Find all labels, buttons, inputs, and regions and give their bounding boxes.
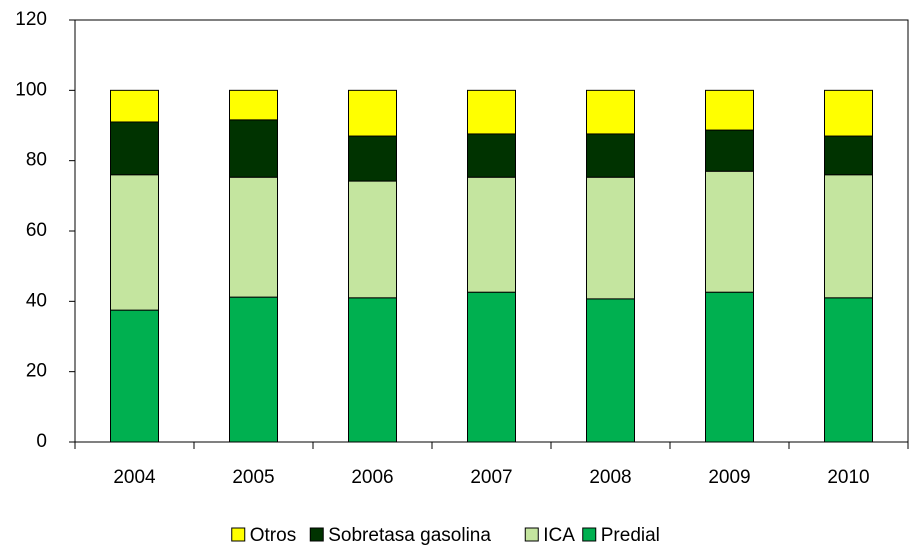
bar-segment [348,135,397,182]
x-tick-label: 2010 [827,467,869,488]
y-tick-label: 80 [26,150,47,171]
bar-segment [467,291,516,443]
bar-segment [467,176,516,293]
bar-segment [586,133,635,178]
bar-segment [110,174,159,311]
y-tick-label: 40 [26,290,47,311]
bar-segment [824,297,873,443]
bar-segment [229,176,278,298]
legend-label: Otros [250,525,296,546]
x-tick-label: 2007 [470,467,512,488]
bar-segment [824,89,873,137]
bar-segment [110,121,159,176]
bar-segment [705,129,754,172]
bar-segment [348,297,397,443]
legend-swatch [524,527,539,542]
bar-segment [586,89,635,135]
legend-swatch [582,527,597,542]
bar-segment [586,176,635,300]
bar-segment [705,291,754,443]
bar-segment [229,89,278,121]
bar-segment [824,174,873,299]
legend-label: Sobretasa gasolina [328,525,491,546]
bar-segment [705,89,754,131]
y-tick-label: 0 [36,431,47,452]
x-tick-label: 2006 [351,467,393,488]
y-tick-label: 60 [26,220,47,241]
bar-segment [110,309,159,443]
x-tick-label: 2004 [113,467,156,488]
bar-segment [348,89,397,137]
x-tick-label: 2009 [708,467,750,488]
legend-label: Predial [601,525,660,546]
legend-swatch [231,527,246,542]
x-tick-label: 2005 [232,467,274,488]
bar-segment [705,170,754,293]
bar-segment [348,180,397,299]
bar-segment [586,298,635,443]
y-tick-label: 100 [15,79,47,100]
bar-segment [110,89,159,123]
bar-segment [229,296,278,443]
bar-segment [467,89,516,135]
y-tick-label: 20 [26,361,47,382]
bar-segment [229,119,278,178]
y-tick-label: 120 [15,9,47,30]
x-tick-label: 2008 [589,467,631,488]
legend-swatch [309,527,324,542]
legend-label: ICA [543,525,575,546]
bar-segment [824,135,873,176]
bar-segment [467,133,516,178]
